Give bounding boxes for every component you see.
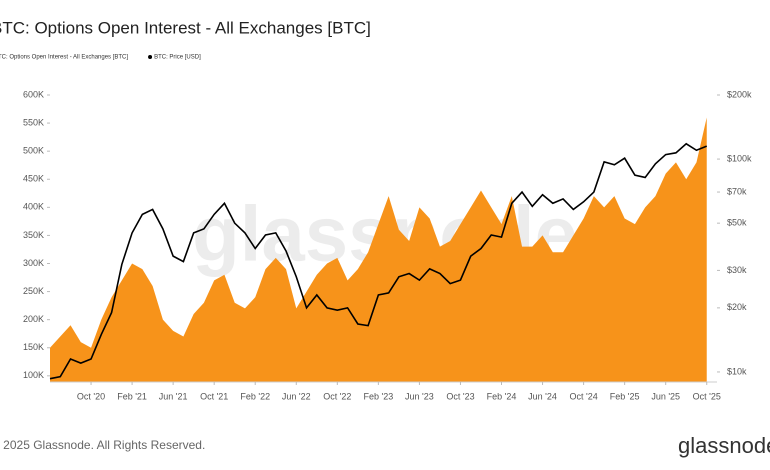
x-tick-label: Jun '22 <box>282 391 311 401</box>
legend-label: BTC: Options Open Interest - All Exchang… <box>0 55 128 61</box>
x-tick-label: Oct '22 <box>323 391 351 401</box>
y-tick-label: 450K <box>23 174 44 184</box>
x-tick-label: Jun '23 <box>405 391 434 401</box>
logo: glassnode <box>678 433 770 458</box>
x-tick-label: Feb '24 <box>487 391 517 401</box>
y-tick-label: 200K <box>23 314 44 324</box>
x-tick-label: Feb '25 <box>610 391 640 401</box>
x-tick-label: Oct '25 <box>693 391 721 401</box>
y-tick-label: 300K <box>23 258 44 268</box>
y2-tick-label: $100k <box>727 153 752 163</box>
legend-swatch <box>148 55 153 59</box>
x-tick-label: Jun '24 <box>528 391 557 401</box>
y-tick-label: 500K <box>23 146 44 156</box>
x-tick-label: Feb '22 <box>240 391 270 401</box>
y2-tick-label: $30k <box>727 265 747 275</box>
x-tick-label: Oct '24 <box>569 391 597 401</box>
footer: © 2025 Glassnode. All Rights Reserved. <box>0 438 205 452</box>
y-tick-label: 150K <box>23 342 44 352</box>
y2-tick-label: $10k <box>727 366 747 376</box>
y-tick-label: 350K <box>23 230 44 240</box>
x-tick-label: Feb '23 <box>363 391 393 401</box>
y2-tick-label: $200k <box>727 89 752 99</box>
y-tick-label: 100K <box>23 370 44 380</box>
x-tick-label: Oct '20 <box>77 391 105 401</box>
x-tick-label: Oct '21 <box>200 391 228 401</box>
x-tick-label: Oct '23 <box>446 391 474 401</box>
y-tick-label: 550K <box>23 117 44 127</box>
x-tick-label: Feb '21 <box>117 391 147 401</box>
y-tick-label: 400K <box>23 202 44 212</box>
oi-area <box>50 117 707 382</box>
legend-label: BTC: Price [USD] <box>154 55 201 61</box>
y2-tick-label: $50k <box>727 218 747 228</box>
y-tick-label: 250K <box>23 286 44 296</box>
y-tick-label: 600K <box>23 89 44 99</box>
price-line <box>49 142 708 380</box>
x-tick-label: Jun '25 <box>651 391 680 401</box>
y2-tick-label: $70k <box>727 186 747 196</box>
x-tick-label: Jun '21 <box>159 391 188 401</box>
chart-title: BTC: Options Open Interest - All Exchang… <box>0 18 371 37</box>
y2-tick-label: $20k <box>727 302 747 312</box>
